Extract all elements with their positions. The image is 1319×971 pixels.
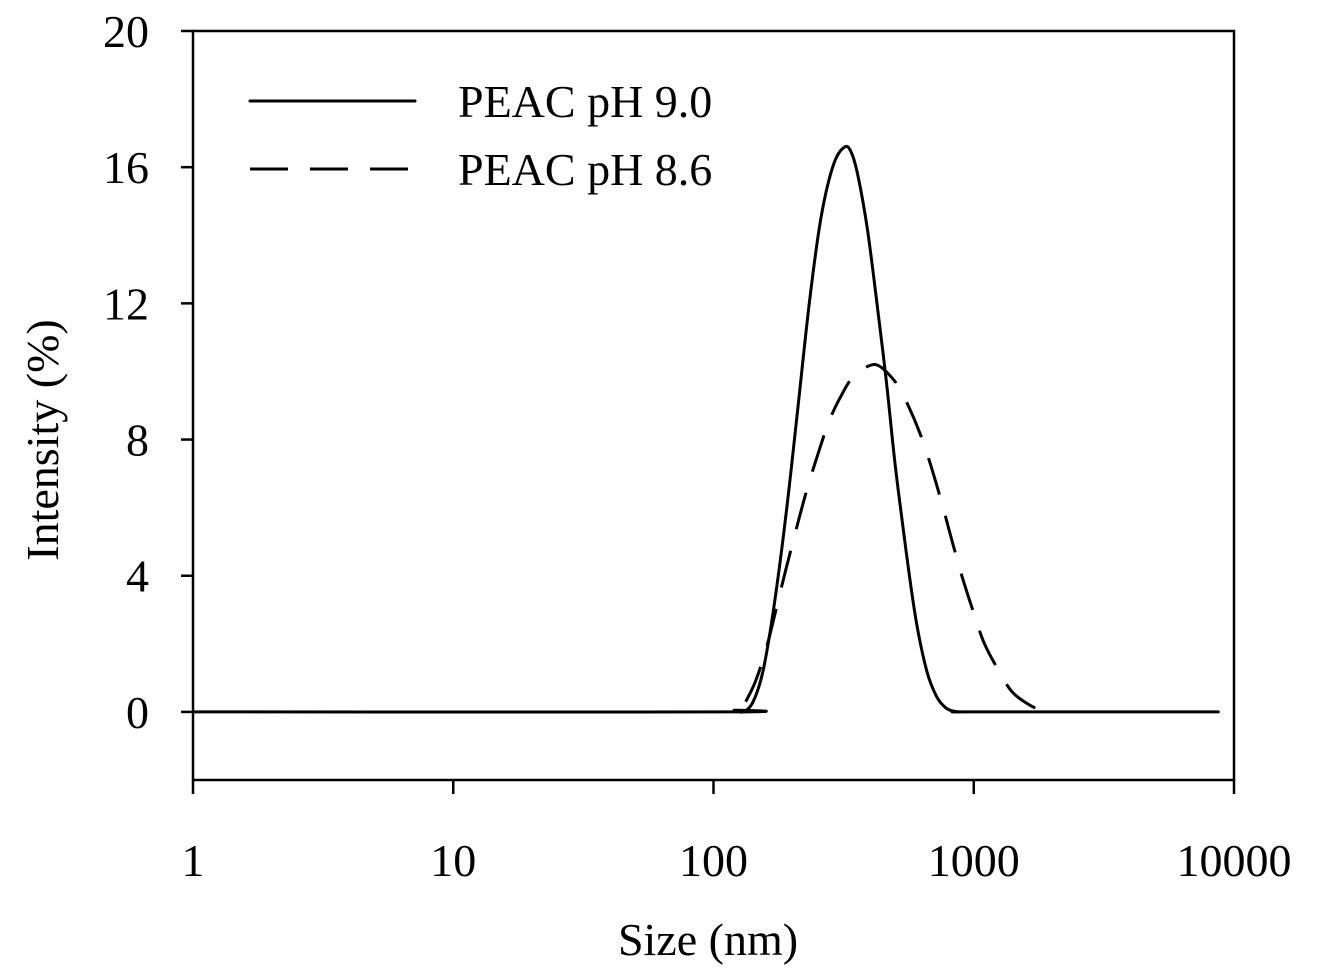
legend-label-peac-ph-8-6: PEAC pH 8.6 bbox=[458, 144, 712, 195]
y-axis-ticks: 0 4 8 12 16 20 bbox=[103, 6, 193, 738]
x-axis-title: Size (nm) bbox=[618, 914, 798, 965]
x-tick-label-10: 10 bbox=[430, 835, 476, 886]
legend: PEAC pH 9.0 PEAC pH 8.6 bbox=[248, 76, 712, 195]
plot-frame bbox=[191, 29, 1236, 782]
data-series bbox=[191, 144, 1220, 714]
y-tick-label-8: 8 bbox=[126, 415, 149, 466]
y-tick-label-16: 16 bbox=[103, 142, 149, 193]
y-tick-label-20: 20 bbox=[103, 6, 149, 57]
legend-label-peac-ph-9-0: PEAC pH 9.0 bbox=[458, 76, 712, 127]
series-line-peac-ph-9-0 bbox=[191, 144, 1220, 714]
y-tick-label-12: 12 bbox=[103, 278, 149, 329]
series-line-peac-ph-8-6 bbox=[744, 363, 1056, 714]
x-tick-label-10000: 10000 bbox=[1177, 835, 1292, 886]
y-tick-label-0: 0 bbox=[126, 687, 149, 738]
x-axis-ticks: 1 10 100 1000 10000 bbox=[182, 780, 1292, 886]
x-tick-label-1: 1 bbox=[182, 835, 205, 886]
x-tick-label-1000: 1000 bbox=[928, 835, 1020, 886]
y-axis-title: Intensity (%) bbox=[17, 319, 68, 560]
x-tick-label-100: 100 bbox=[679, 835, 748, 886]
y-tick-label-4: 4 bbox=[126, 551, 149, 602]
